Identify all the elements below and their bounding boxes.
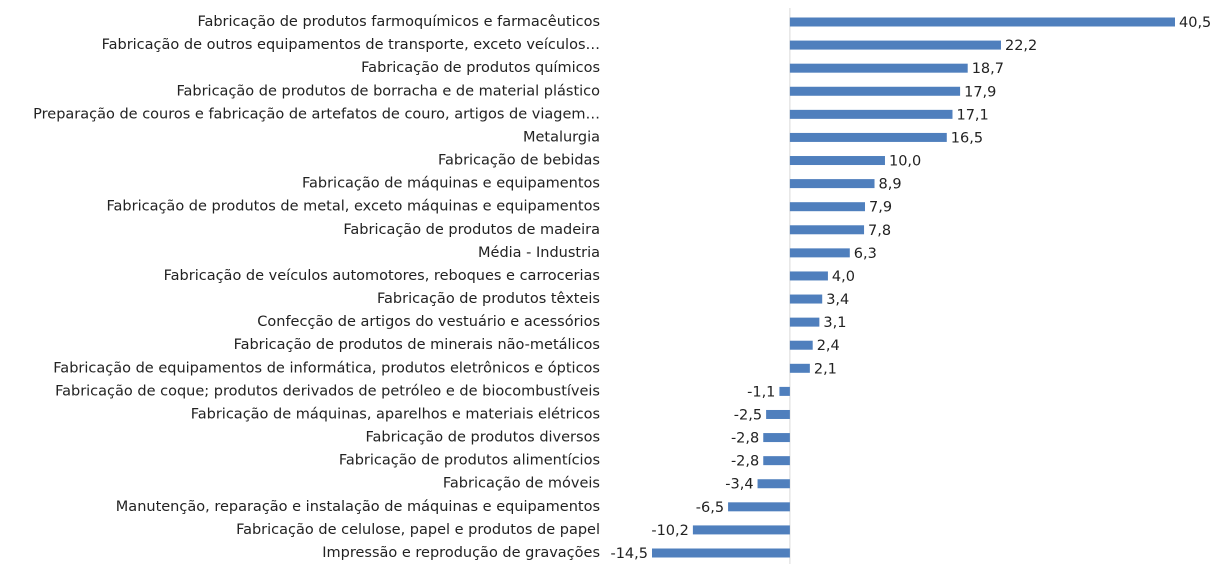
value-label: 22,2 [1005,38,1037,54]
value-label: 2,1 [814,361,837,377]
bar [789,17,1175,27]
category-label: Fabricação de máquinas, aparelhos e mate… [191,406,600,422]
value-label: -14,5 [610,546,648,562]
value-label: -3,4 [725,477,753,493]
category-label: Fabricação de máquinas e equipamentos [302,176,600,192]
category-label: Fabricação de produtos de metal, exceto … [107,199,600,215]
value-label: -6,5 [696,500,724,516]
category-label: Impressão e reprodução de gravações [322,545,600,561]
category-label: Preparação de couros e fabricação de art… [33,106,600,122]
bar [789,225,865,235]
value-label: 18,7 [972,61,1004,77]
category-label: Fabricação de bebidas [438,153,600,169]
category-label: Fabricação de veículos automotores, rebo… [164,268,600,284]
value-label: 7,8 [868,223,891,239]
bar [789,202,866,212]
category-label: Fabricação de equipamentos de informátic… [53,360,600,376]
bar [789,271,828,281]
value-label: 17,9 [964,84,996,100]
bar [789,340,813,350]
bar [789,294,823,304]
bar [728,502,790,512]
category-label: Fabricação de produtos químicos [361,60,600,76]
category-label: Média - Industria [478,245,600,261]
bar [692,525,790,535]
bar [763,456,790,466]
bar [789,156,885,166]
bar [789,63,968,73]
category-label: Fabricação de produtos farmoquímicos e f… [197,14,600,30]
bar [789,40,1001,50]
value-label: 8,9 [879,177,902,193]
value-label: 17,1 [956,107,988,123]
value-label: 4,0 [832,269,855,285]
bar [789,363,810,373]
value-label: 7,9 [869,200,892,216]
value-label: 10,0 [889,154,921,170]
bar [789,132,947,142]
category-label: Manutenção, reparação e instalação de má… [116,499,600,515]
bar [789,179,875,189]
category-label: Confecção de artigos do vestuário e aces… [257,314,600,330]
value-label: 3,4 [826,292,849,308]
value-label: -2,8 [731,454,759,470]
bar [789,248,850,258]
value-label: -2,8 [731,431,759,447]
bar [789,109,953,119]
category-label: Fabricação de coque; produtos derivados … [55,383,600,399]
bar [652,548,790,558]
bar [789,86,961,96]
value-label: -2,5 [734,407,762,423]
category-label: Fabricação de produtos alimentícios [339,453,600,469]
category-label: Fabricação de produtos de madeira [343,222,600,238]
category-label: Fabricação de produtos diversos [365,430,600,446]
value-label: -1,1 [747,384,775,400]
category-label: Metalurgia [523,129,600,145]
category-label: Fabricação de móveis [443,476,600,492]
bar [763,433,790,443]
value-label: 16,5 [951,130,983,146]
bar [757,479,790,489]
bar [779,386,790,396]
value-label: 2,4 [817,338,840,354]
value-label: 3,1 [823,315,846,331]
category-label: Fabricação de produtos de minerais não-m… [234,337,600,353]
category-label: Fabricação de produtos têxteis [377,291,600,307]
category-label: Fabricação de outros equipamentos de tra… [102,37,600,53]
category-label: Fabricação de produtos de borracha e de … [177,83,601,99]
value-label: 40,5 [1179,15,1211,31]
value-label: 6,3 [854,246,877,262]
value-label: -10,2 [651,523,689,539]
bar [766,409,790,419]
category-label: Fabricação de celulose, papel e produtos… [236,522,600,538]
bar [789,317,820,327]
